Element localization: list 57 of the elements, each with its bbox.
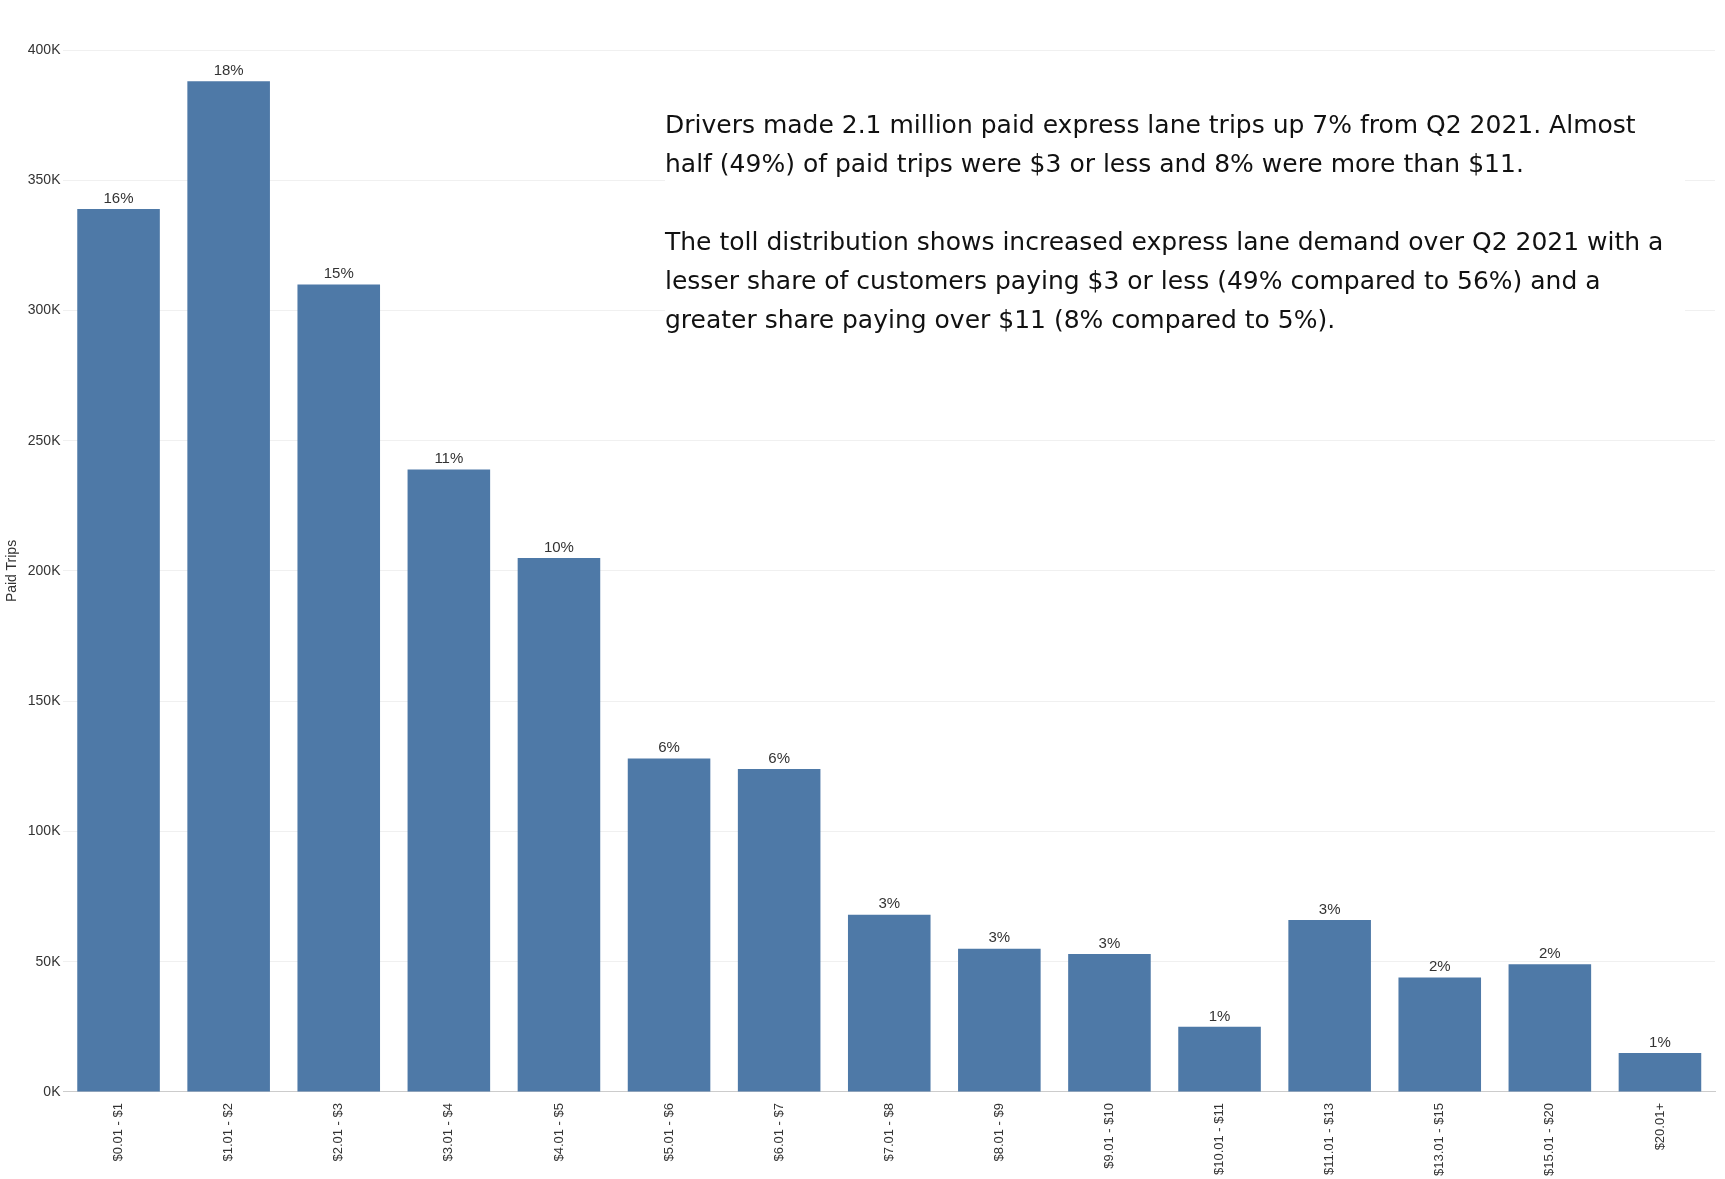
x-tick-label: $20.01+ (1651, 1103, 1667, 1151)
annotation: 2% (1539, 943, 1561, 961)
annotation: 1% (1208, 1006, 1231, 1024)
annotation: 3% (988, 928, 1011, 946)
y-tick-label: 0K (43, 1082, 62, 1099)
bar (1618, 1052, 1702, 1092)
x-tick-label: $7.01 - $8 (880, 1103, 896, 1162)
x-tick-label: $3.01 - $4 (440, 1103, 456, 1162)
annotation: 10% (543, 537, 574, 555)
x-tick-label: $11.01 - $13 (1321, 1103, 1337, 1176)
x-tick-label: $8.01 - $9 (990, 1103, 1006, 1162)
bar (1508, 964, 1592, 1092)
y-tick-label: 350K (27, 171, 62, 188)
bar (1288, 920, 1371, 1092)
y-tick-label: 400K (27, 40, 62, 57)
annotation: 6% (768, 748, 790, 766)
annotation: 1% (1649, 1032, 1671, 1050)
bar (187, 81, 270, 1092)
y-tick-label: 150K (27, 692, 62, 709)
x-tick-label: $0.01 - $1 (110, 1103, 126, 1162)
bar (627, 758, 711, 1092)
y-tick-label: 250K (27, 431, 62, 448)
x-tick-label: $10.01 - $11 (1211, 1103, 1227, 1176)
bar (407, 469, 491, 1092)
y-tick-label: 200K (27, 561, 62, 578)
bar (958, 948, 1041, 1092)
bar (1398, 977, 1482, 1092)
y-tick-label: 50K (35, 952, 62, 969)
bar (1068, 953, 1151, 1092)
x-tick-label: $15.01 - $20 (1541, 1103, 1557, 1177)
bar (517, 557, 601, 1092)
annotation: 11% (434, 449, 464, 467)
bar (77, 208, 160, 1092)
bar (1178, 1026, 1261, 1092)
bar (847, 914, 931, 1092)
annotation: 18% (213, 60, 244, 78)
x-tick-label: $13.01 - $15 (1431, 1103, 1447, 1177)
annotation: 15% (323, 264, 354, 282)
x-tick-label: $9.01 - $10 (1101, 1103, 1117, 1169)
x-tick-label: $1.01 - $2 (220, 1103, 236, 1162)
x-tick-label: $5.01 - $6 (660, 1103, 676, 1162)
y-axis-title: Paid Trips (3, 539, 20, 603)
bar (737, 768, 821, 1092)
annotation: 3% (1098, 933, 1121, 951)
annotation: Drivers made 2.1 million paid express lane trips up 7% from Q2 2021. Almost half (49%) of paid trips were $3 or less and 8% were more than $11. (665, 109, 1637, 180)
x-tick-label: $4.01 - $5 (550, 1103, 566, 1162)
annotation: 2% (1428, 957, 1451, 975)
y-tick-label: 300K (27, 301, 62, 318)
x-tick-label: $6.01 - $7 (770, 1103, 786, 1162)
bar (297, 284, 381, 1092)
y-tick-label: 100K (27, 822, 62, 839)
annotation: The toll distribution shows increased express lane demand over Q2 2021 with a lesser share of customers paying $3 or less (49% compared to 56%) and a greater share paying over $11 (8% compared to 5%). (665, 226, 1665, 336)
annotation: 3% (878, 894, 901, 912)
annotation: 6% (658, 738, 680, 756)
annotation: 3% (1318, 899, 1341, 917)
x-tick-label: $2.01 - $3 (330, 1103, 346, 1162)
annotation: 16% (103, 188, 134, 206)
